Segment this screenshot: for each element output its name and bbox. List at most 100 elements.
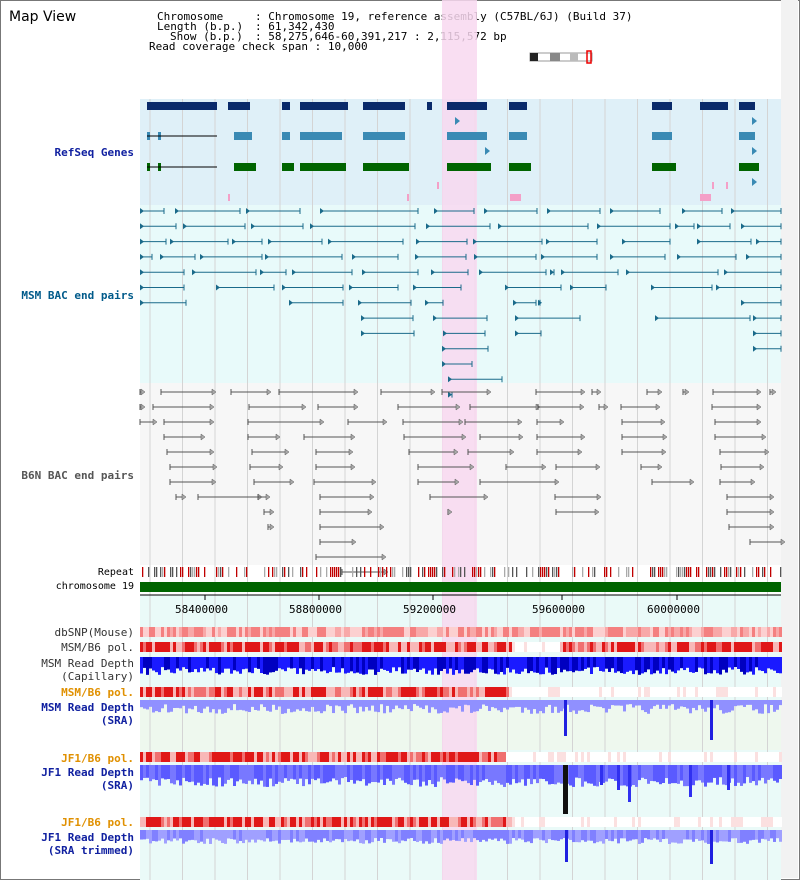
msm-pol2-heat <box>674 687 677 697</box>
msm-pol1-heat <box>188 642 191 652</box>
jf1-sra-depth <box>605 765 608 782</box>
jf1-pol1-heat <box>248 752 251 762</box>
msm-pol2-heat <box>299 687 302 697</box>
msm-capillary-depth <box>539 657 542 675</box>
track-label-msm-bac[interactable]: MSM BAC end pairs <box>21 289 134 302</box>
jf1-sra-depth <box>722 765 725 785</box>
jf1-pol1-heat <box>638 752 641 762</box>
b6n-bac-pair-end <box>684 388 690 396</box>
msm-sra-depth <box>287 700 290 709</box>
refseq-gene-row1-exon <box>363 102 405 110</box>
b6n-bac-pair-end <box>469 463 475 471</box>
msm-sra-depth <box>503 700 506 708</box>
jf1-sra-depth <box>347 765 350 783</box>
jf1-trim-depth <box>659 830 662 843</box>
track-label-refseq[interactable]: RefSeq Genes <box>54 146 134 159</box>
jf1-pol2-heat <box>515 817 518 827</box>
jf1-pol2-heat <box>404 817 407 827</box>
jf1-trim-depth <box>650 830 653 840</box>
msm-sra-depth <box>200 700 203 714</box>
dbsnp-heat <box>380 627 383 637</box>
msm-capillary-depth <box>332 657 335 668</box>
jf1-pol2-heat <box>329 817 332 827</box>
repeat-mark <box>650 567 652 577</box>
msm-capillary-depth <box>611 657 614 669</box>
dbsnp-heat <box>365 627 368 637</box>
msm-pol2-heat <box>356 687 359 697</box>
msm-pol2-heat <box>548 687 551 697</box>
jf1-pol1-heat <box>767 752 770 762</box>
dbsnp-heat <box>194 627 197 637</box>
msm-pol2-heat <box>398 687 401 697</box>
msm-capillary-depth <box>632 657 635 675</box>
track-label-jf1-depth-sra[interactable]: JF1 Read Depth (SRA) <box>41 766 134 792</box>
jf1-pol2-heat <box>257 817 260 827</box>
jf1-sra-depth <box>416 765 419 780</box>
jf1-pol2-heat <box>464 817 467 827</box>
jf1-sra-depth <box>569 765 572 786</box>
msm-pol1-heat <box>263 642 266 652</box>
repeat-mark <box>380 567 382 577</box>
dbsnp-heat <box>398 627 401 637</box>
msm-sra-depth <box>659 700 662 709</box>
msm-sra-depth <box>671 700 674 705</box>
msm-sra-depth <box>482 700 485 705</box>
track-label-msm-b6-pol-1[interactable]: MSM/B6 pol. <box>61 641 134 654</box>
msm-pol1-heat <box>629 642 632 652</box>
dbsnp-heat <box>725 627 728 637</box>
jf1-trim-depth <box>161 830 164 839</box>
msm-pol1-heat <box>425 642 428 652</box>
msm-capillary-depth <box>398 657 401 668</box>
jf1-trim-depth <box>203 830 206 844</box>
track-label-jf1-pol-1[interactable]: JF1/B6 pol. <box>61 752 134 765</box>
msm-pol2-heat <box>215 687 218 697</box>
msm-pol2-heat <box>401 687 404 697</box>
dbsnp-heat <box>203 627 206 637</box>
dbsnp-heat <box>530 627 533 637</box>
msm-pol1-heat <box>614 642 617 652</box>
jf1-trim-depth <box>320 830 323 843</box>
jf1-pol2-heat <box>317 817 320 827</box>
msm-capillary-depth <box>617 657 620 672</box>
track-label-dbsnp[interactable]: dbSNP(Mouse) <box>54 626 134 639</box>
track-label-b6n-bac[interactable]: B6N BAC end pairs <box>21 469 134 482</box>
msm-pol1-heat <box>461 642 464 652</box>
jf1-pol1-heat <box>239 752 242 762</box>
jf1-sra-depth <box>278 765 281 782</box>
msm-pol2-heat <box>146 687 149 697</box>
msm-sra-depth <box>260 700 263 705</box>
repeat-mark <box>434 567 436 577</box>
jf1-pol1-heat <box>671 752 674 762</box>
track-label-msm-b6-pol-2[interactable]: MSM/B6 pol. <box>61 686 134 699</box>
msm-capillary-depth <box>548 657 551 673</box>
msm-bac-pair-end <box>753 330 757 337</box>
msm-sra-depth <box>230 700 233 711</box>
repeat-mark <box>364 567 366 577</box>
repeat-mark <box>738 567 740 577</box>
msm-capillary-depth <box>362 657 365 675</box>
jf1-sra-depth <box>326 765 329 783</box>
msm-sra-depth <box>515 700 518 707</box>
jf1-pol2-heat <box>167 817 170 827</box>
jf1-pol1-heat <box>242 752 245 762</box>
msm-pol1-heat <box>482 642 485 652</box>
jf1-pol1-heat <box>500 752 503 762</box>
dbsnp-heat <box>674 627 677 637</box>
msm-bac-pair-end <box>597 223 601 230</box>
jf1-pol2-heat <box>245 817 248 827</box>
jf1-pol2-heat <box>695 817 698 827</box>
msm-sra-depth <box>140 700 143 708</box>
track-label-jf1-pol-2[interactable]: JF1/B6 pol. <box>61 816 134 829</box>
refseq-arrow <box>752 147 757 155</box>
jf1-sra-depth <box>752 765 755 782</box>
jf1-sra-depth <box>140 765 143 781</box>
track-label-msm-depth-sra[interactable]: MSM Read Depth (SRA) <box>41 701 134 727</box>
jf1-sra-depth <box>461 765 464 782</box>
jf1-pol1-heat <box>770 752 773 762</box>
track-label-msm-depth-capillary[interactable]: MSM Read Depth (Capillary) <box>41 657 134 683</box>
jf1-pol1-heat <box>290 752 293 762</box>
msm-bac-pair-end <box>546 238 550 245</box>
track-label-jf1-depth-trimmed[interactable]: JF1 Read Depth (SRA trimmed) <box>41 831 134 857</box>
msm-bac-pair-end <box>610 253 614 260</box>
